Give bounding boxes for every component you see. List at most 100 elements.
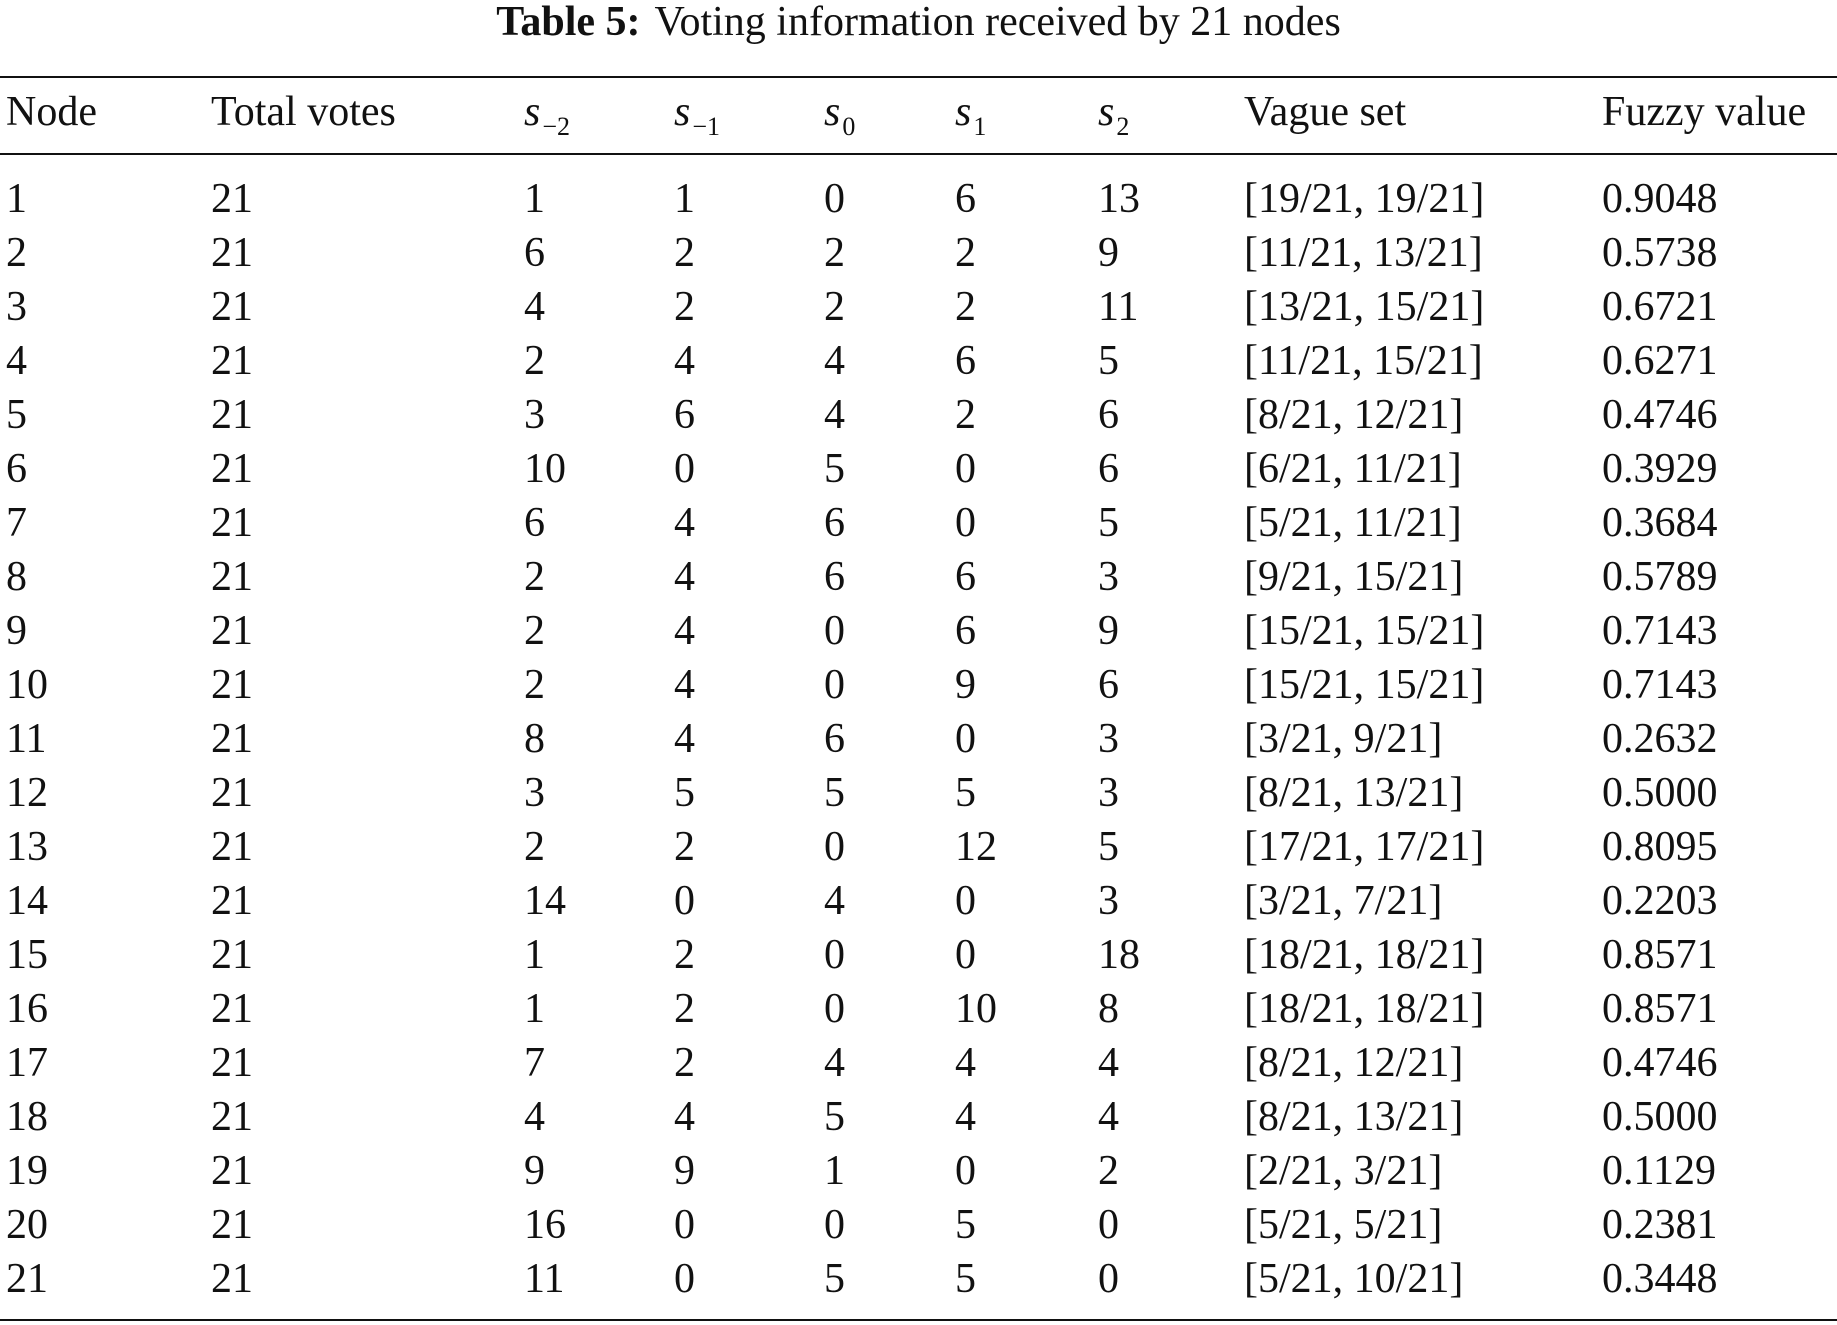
table-cell: [8/21, 12/21]	[1244, 1040, 1464, 1086]
table-cell: 8	[524, 716, 545, 762]
table-cell: 6	[1098, 662, 1119, 708]
table-cell: 4	[824, 338, 845, 384]
table-cell: 15	[6, 932, 48, 978]
header-symbol: s	[824, 89, 841, 135]
table-cell: [9/21, 15/21]	[1244, 554, 1464, 600]
table-cell: 12	[6, 770, 48, 816]
table-cell: 0.3684	[1602, 500, 1718, 546]
header-cell: Total votes	[211, 91, 396, 133]
table-cell: 4	[824, 392, 845, 438]
header-subscript: −1	[692, 112, 721, 141]
table-cell: 2	[955, 392, 976, 438]
table-cell: 20	[6, 1202, 48, 1248]
table-cell: 0.5000	[1602, 1094, 1718, 1140]
header-subscript: 2	[1116, 112, 1130, 141]
top-rule	[0, 76, 1837, 78]
table-cell: 21	[211, 500, 253, 546]
table-cell: 3	[6, 284, 27, 330]
table-cell: 0.4746	[1602, 392, 1718, 438]
table-cell: 4	[674, 716, 695, 762]
header-subscript: −2	[542, 112, 571, 141]
header-cell: s−1	[674, 89, 720, 140]
table-cell: 21	[211, 1256, 253, 1302]
table-cell: [18/21, 18/21]	[1244, 986, 1485, 1032]
table-cell: 3	[1098, 554, 1119, 600]
table-cell: 4	[824, 1040, 845, 1086]
table-cell: [3/21, 7/21]	[1244, 878, 1443, 924]
table-cell: 0.5000	[1602, 770, 1718, 816]
table-cell: 21	[211, 608, 253, 654]
table-cell: 5	[955, 770, 976, 816]
table-cell: 10	[524, 446, 566, 492]
table-cell: 1	[6, 176, 27, 222]
table-cell: 6	[824, 500, 845, 546]
table-cell: 2	[955, 230, 976, 276]
table-cell: 1	[674, 176, 695, 222]
table-cell: 6	[955, 176, 976, 222]
table-cell: 21	[211, 662, 253, 708]
header-symbol: s	[674, 89, 691, 135]
table-cell: 5	[1098, 338, 1119, 384]
table-cell: 21	[211, 986, 253, 1032]
table-cell: 3	[1098, 716, 1119, 762]
table-cell: 21	[211, 284, 253, 330]
table-cell: 18	[1098, 932, 1140, 978]
table-cell: 5	[824, 1094, 845, 1140]
table-cell: 9	[6, 608, 27, 654]
table-cell: 2	[824, 284, 845, 330]
table-cell: 5	[955, 1256, 976, 1302]
table-cell: 3	[1098, 878, 1119, 924]
table-cell: 5	[674, 770, 695, 816]
header-text: Node	[6, 89, 97, 135]
table-cell: 0.7143	[1602, 608, 1718, 654]
header-text: Vague set	[1244, 89, 1407, 135]
table-cell: 21	[211, 1202, 253, 1248]
table-cell: 21	[211, 1040, 253, 1086]
table-cell: 0	[674, 446, 695, 492]
table-cell: 2	[524, 662, 545, 708]
table-cell: [5/21, 5/21]	[1244, 1202, 1443, 1248]
table-cell: [8/21, 12/21]	[1244, 392, 1464, 438]
table-cell: 9	[1098, 230, 1119, 276]
header-cell: s1	[955, 91, 986, 140]
table-cell: 0	[824, 608, 845, 654]
table-cell: [19/21, 19/21]	[1244, 176, 1485, 222]
table-cell: 1	[524, 932, 545, 978]
table-cell: 14	[524, 878, 566, 924]
header-rule	[0, 153, 1837, 155]
table-cell: 21	[6, 1256, 48, 1302]
table-cell: 0.6271	[1602, 338, 1718, 384]
table-cell: 0	[955, 446, 976, 492]
table-cell: 6	[524, 230, 545, 276]
table-cell: 4	[674, 554, 695, 600]
table-cell: 13	[6, 824, 48, 870]
table-cell: 0	[955, 716, 976, 762]
table-cell: 6	[1098, 392, 1119, 438]
header-cell: Node	[6, 91, 97, 133]
table-cell: 6	[955, 338, 976, 384]
table-cell: 5	[955, 1202, 976, 1248]
table-cell: 13	[1098, 176, 1140, 222]
table-cell: 2	[674, 932, 695, 978]
table-cell: [5/21, 10/21]	[1244, 1256, 1464, 1302]
table-cell: 21	[211, 176, 253, 222]
table-cell: 0.8571	[1602, 986, 1718, 1032]
table-cell: 1	[824, 1148, 845, 1194]
table-cell: 16	[6, 986, 48, 1032]
header-symbol: s	[524, 89, 541, 135]
table-cell: 0.1129	[1602, 1148, 1716, 1194]
header-cell: s0	[824, 89, 855, 140]
table-cell: 0	[824, 662, 845, 708]
table-cell: 5	[824, 446, 845, 492]
table-cell: 7	[6, 500, 27, 546]
table-cell: [8/21, 13/21]	[1244, 1094, 1464, 1140]
table-cell: 5	[1098, 824, 1119, 870]
table-cell: 21	[211, 1094, 253, 1140]
table-cell: 10	[6, 662, 48, 708]
table-cell: 0.6721	[1602, 284, 1718, 330]
table-cell: 6	[674, 392, 695, 438]
table-cell: 21	[211, 824, 253, 870]
header-cell: Vague set	[1244, 91, 1406, 133]
header-cell: Fuzzy value	[1602, 91, 1806, 133]
table-cell: 2	[524, 338, 545, 384]
